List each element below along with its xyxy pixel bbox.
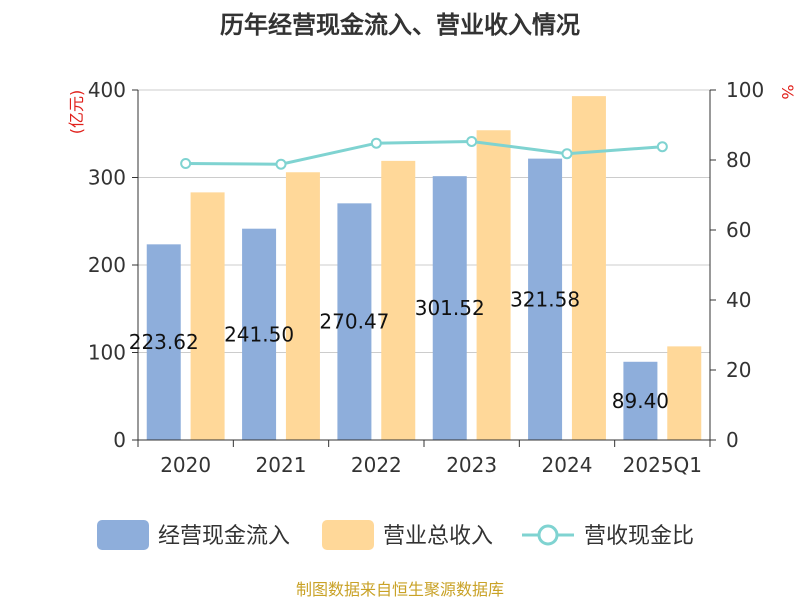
ratio-point-2021 (275, 158, 287, 170)
left-tick-label: 0 (113, 428, 126, 452)
ratio-point-2024 (561, 148, 573, 160)
data-label: 241.50 (224, 322, 294, 346)
bar-经营现金流入-2022 (337, 203, 372, 440)
right-tick-label: 0 (726, 428, 739, 452)
bar-营业总收入-2025Q1 (667, 346, 702, 440)
data-label: 301.52 (415, 296, 485, 320)
x-tick-label: 2023 (446, 453, 497, 477)
left-axis-unit: (亿元) (67, 90, 86, 135)
bar-营业总收入-2024 (571, 96, 606, 440)
ratio-point-2023 (466, 135, 478, 147)
right-tick-label: 60 (726, 218, 751, 242)
legend-label-ratio: 营收现金比 (584, 524, 694, 549)
left-tick-label: 100 (88, 341, 126, 365)
bar-经营现金流入-2023 (432, 176, 467, 441)
bar-营业总收入-2022 (381, 160, 416, 440)
right-tick-label: 100 (726, 78, 764, 102)
x-tick-label: 2022 (351, 453, 402, 477)
ratio-point-2022 (370, 137, 382, 149)
legend-marker-ratio (537, 524, 559, 546)
x-tick-label: 2024 (542, 453, 593, 477)
bar-经营现金流入-2025Q1 (623, 361, 658, 440)
data-label: 270.47 (319, 310, 389, 334)
chart-title: 历年经营现金流入、营业收入情况 (220, 11, 580, 39)
data-label: 89.40 (612, 389, 669, 413)
left-tick-label: 400 (88, 78, 126, 102)
bar-营业总收入-2021 (285, 172, 320, 440)
data-label: 321.58 (510, 287, 580, 311)
right-tick-label: 20 (726, 358, 751, 382)
axes: 0 100 200 300 400 0 20 40 60 80 100 2020 2021 2022 202… (88, 78, 764, 477)
ratio-line-path (185, 139, 663, 166)
legend-swatch-cash-inflow (97, 520, 149, 550)
legend-swatch-revenue (322, 520, 374, 550)
x-tick-label: 2025Q1 (623, 453, 702, 477)
legend-label-revenue: 营业总收入 (383, 524, 493, 549)
data-label: 223.62 (129, 330, 199, 354)
right-tick-label: 40 (726, 288, 751, 312)
bar-营业总收入-2020 (190, 192, 225, 440)
bar-经营现金流入-2024 (528, 158, 563, 440)
legend-label-cash-inflow: 经营现金流入 (158, 524, 290, 549)
x-tick-label: 2021 (256, 453, 307, 477)
grid-lines (138, 89, 710, 353)
bars (146, 96, 702, 441)
bar-营业总收入-2023 (476, 130, 511, 440)
left-tick-label: 300 (88, 166, 126, 190)
right-axis-unit: % (778, 84, 797, 99)
ratio-line (180, 135, 668, 170)
bar-经营现金流入-2020 (146, 244, 181, 440)
legend: 经营现金流入 营业总收入 营收现金比 (97, 520, 694, 550)
bar-经营现金流入-2021 (242, 228, 277, 440)
data-source-note: 制图数据来自恒生聚源数据库 (296, 580, 504, 599)
left-tick-label: 200 (88, 253, 126, 277)
right-tick-label: 80 (726, 148, 751, 172)
ratio-point-2020 (180, 158, 192, 169)
x-tick-label: 2020 (160, 453, 211, 477)
data-labels: 223.62 241.50 270.47 301.52 321.58 89.40 (129, 287, 669, 413)
ratio-point-2025Q1 (656, 141, 668, 153)
